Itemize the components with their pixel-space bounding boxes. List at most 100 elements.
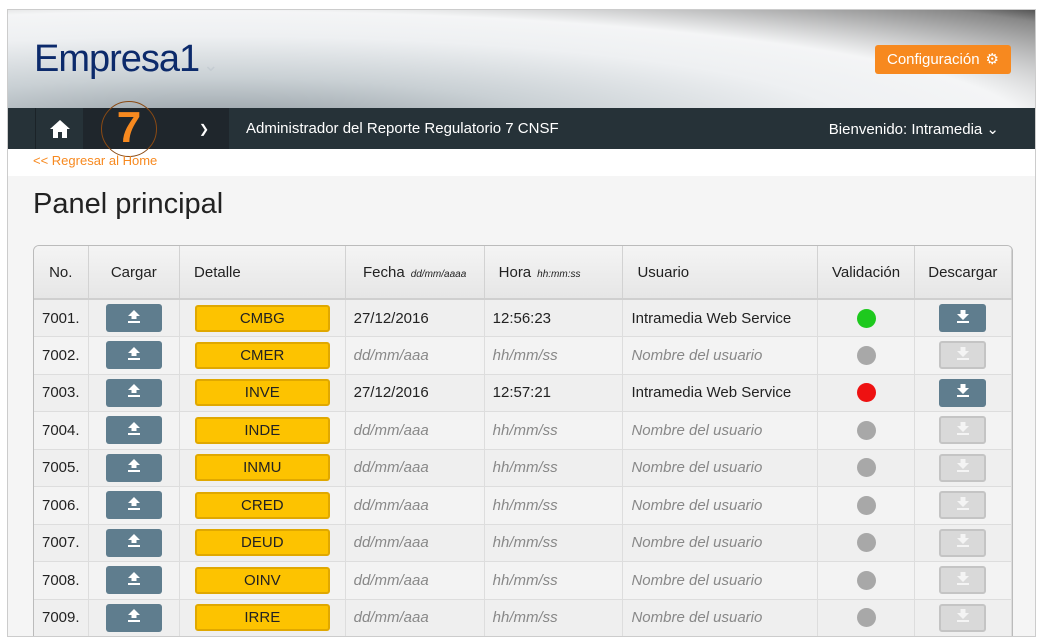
time-cell: hh/mm/ss [484,336,624,375]
row-number: 7001. [34,299,89,337]
download-icon [956,384,969,401]
date-cell: dd/mm/aaa [345,336,485,375]
user-cell: Intramedia Web Service [622,374,819,412]
validation-status-icon [856,420,876,440]
user-cell: Nombre del usuario [622,561,819,600]
user-cell: Nombre del usuario [622,524,819,562]
detail-button[interactable]: CMER [194,341,330,369]
col-usuario: Usuario [622,246,819,300]
app-window: Empresa1 ⌄ Configuración ⚙ 7 ❯ Administrado… [7,9,1036,637]
upload-icon [127,309,140,327]
download-icon [956,346,969,364]
configuration-button[interactable]: Configuración ⚙ [874,45,1011,74]
upload-icon [127,346,140,364]
date-cell: dd/mm/aaa [345,449,485,487]
user-menu[interactable]: Bienvenido: Intramedia ⌄ [828,120,999,138]
download-icon [956,459,969,476]
download-button[interactable] [939,491,987,520]
table-row: 7003. INVE 27/12/2016 12:57:21 Intramedi… [34,374,1012,412]
upload-button[interactable] [105,566,162,595]
nav-title: Administrador del Reporte Regulatorio 7 … [246,120,559,137]
detail-button[interactable]: INMU [194,454,330,482]
user-cell: Nombre del usuario [622,449,819,487]
detail-button[interactable]: IRRE [194,604,330,632]
download-button[interactable] [939,341,987,370]
header: Empresa1 ⌄ Configuración ⚙ [8,10,1035,108]
time-cell: hh/mm/ss [484,561,624,600]
upload-icon [127,421,140,439]
detail-button[interactable]: DEUD [194,529,330,557]
company-logo[interactable]: Empresa1 ⌄ [34,38,218,80]
download-button[interactable] [939,528,987,557]
upload-button[interactable] [105,528,162,557]
col-validacion: Validación [817,246,915,300]
upload-button[interactable] [105,341,162,370]
report-selector[interactable]: 7 ❯ [83,100,229,157]
report-number: 7 [101,100,157,157]
col-hora: Hora hh:mm:ss [484,246,624,300]
user-cell: Intramedia Web Service [622,299,819,337]
chevron-down-icon: ⌄ [203,55,218,75]
detail-button[interactable]: CRED [194,491,330,519]
page-title: Panel principal [33,188,224,220]
time-cell: 12:57:21 [484,374,624,412]
download-icon [956,421,969,439]
download-button[interactable] [939,603,987,632]
download-button[interactable] [939,453,987,482]
time-cell: 12:56:23 [484,299,624,337]
upload-icon [127,496,140,514]
back-home-link[interactable]: << Regresar al Home [33,153,158,168]
date-cell: dd/mm/aaa [345,524,485,562]
date-cell: 27/12/2016 [345,374,485,412]
download-button[interactable] [939,566,987,595]
download-icon [956,571,969,589]
download-button[interactable] [939,416,987,445]
upload-button[interactable] [105,378,162,407]
row-number: 7004. [34,411,89,450]
table-row: 7002. CMER dd/mm/aaa hh/mm/ss Nombre del… [34,336,1012,375]
date-cell: dd/mm/aaa [345,599,485,636]
download-button[interactable] [939,378,987,407]
upload-button[interactable] [105,304,162,332]
validation-status-icon [856,608,876,628]
table-row: 7007. DEUD dd/mm/aaa hh/mm/ss Nombre del… [34,524,1012,562]
chevron-down-icon: ❯ [198,121,209,136]
detail-button[interactable]: OINV [194,566,330,594]
home-button[interactable] [35,108,83,149]
download-icon [956,534,969,551]
chevron-down-icon: ⌄ [986,120,999,138]
col-cargar: Cargar [88,246,181,300]
download-icon [956,609,969,626]
validation-status-icon [856,383,876,403]
upload-button[interactable] [105,491,162,520]
table-row: 7004. INDE dd/mm/aaa hh/mm/ss Nombre del… [34,411,1012,450]
upload-button[interactable] [105,416,162,445]
main-panel: Panel principal No. Cargar Detalle Fecha… [8,176,1035,636]
col-no: No. [34,246,89,300]
gear-icon: ⚙ [985,51,999,68]
time-cell: hh/mm/ss [484,486,624,525]
table-row: 7006. CRED dd/mm/aaa hh/mm/ss Nombre del… [34,486,1012,525]
upload-button[interactable] [105,453,162,482]
upload-icon [127,609,140,626]
download-button[interactable] [939,304,987,332]
home-icon [49,119,70,138]
row-number: 7009. [34,599,89,636]
download-icon [956,309,969,327]
user-cell: Nombre del usuario [622,336,819,375]
user-cell: Nombre del usuario [622,599,819,636]
row-number: 7006. [34,486,89,525]
upload-icon [127,534,140,551]
date-cell: dd/mm/aaa [345,486,485,525]
upload-button[interactable] [105,603,162,632]
detail-button[interactable]: INDE [194,416,330,444]
upload-icon [127,384,140,401]
detail-button[interactable]: INVE [194,379,330,407]
time-cell: hh/mm/ss [484,449,624,487]
row-number: 7007. [34,524,89,562]
validation-status-icon [856,458,876,478]
user-cell: Nombre del usuario [622,486,819,525]
col-descargar: Descargar [914,246,1012,300]
validation-status-icon [856,533,876,553]
detail-button[interactable]: CMBG [194,304,330,332]
